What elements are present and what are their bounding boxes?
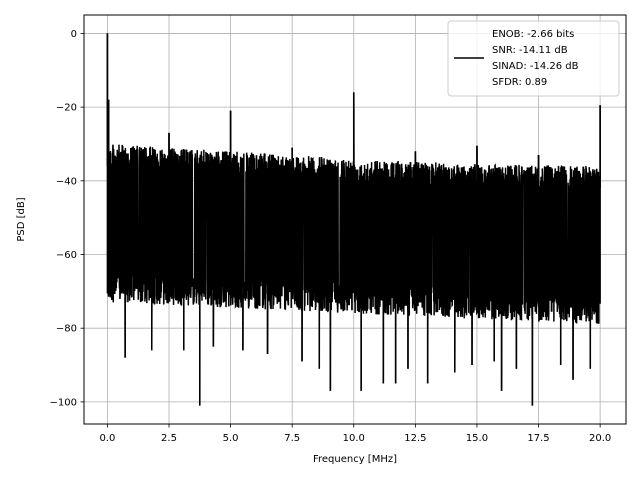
- x-axis-ticks: 0.0 2.5 5.0 7.5 10.0 12.5 15.0 17.5 20.0: [99, 424, 611, 444]
- legend-line-snr: SNR: -14.11 dB: [492, 45, 568, 56]
- y-tick-label: −60: [56, 250, 77, 261]
- legend: ENOB: -2.66 bits SNR: -14.11 dB SINAD: -…: [447, 20, 620, 97]
- x-tick-label: 5.0: [223, 433, 239, 444]
- legend-line-enob: ENOB: -2.66 bits: [492, 29, 574, 40]
- y-tick-label: −100: [50, 397, 77, 408]
- y-axis-ticks: 0 −20 −40 −60 −80 −100: [50, 29, 84, 408]
- y-tick-label: 0: [71, 29, 77, 40]
- plot-area-frame: [83, 14, 627, 425]
- x-tick-label: 17.5: [527, 433, 549, 444]
- legend-line-sfdr: SFDR: 0.89: [492, 77, 547, 88]
- x-tick-label: 2.5: [161, 433, 177, 444]
- x-tick-label: 10.0: [343, 433, 365, 444]
- legend-box: [447, 20, 620, 97]
- series-psd-trace: [106, 33, 601, 406]
- y-tick-label: −80: [56, 324, 77, 335]
- y-tick-label: −40: [56, 176, 77, 187]
- x-axis-label: Frequency [MHz]: [313, 454, 397, 465]
- x-tick-label: 0.0: [99, 433, 115, 444]
- x-tick-label: 15.0: [466, 433, 488, 444]
- y-tick-label: −20: [56, 103, 77, 114]
- x-tick-label: 7.5: [284, 433, 300, 444]
- legend-line-sinad: SINAD: -14.26 dB: [492, 61, 579, 72]
- x-tick-label: 12.5: [404, 433, 426, 444]
- x-tick-label: 20.0: [589, 433, 611, 444]
- y-axis-label: PSD [dB]: [16, 197, 27, 241]
